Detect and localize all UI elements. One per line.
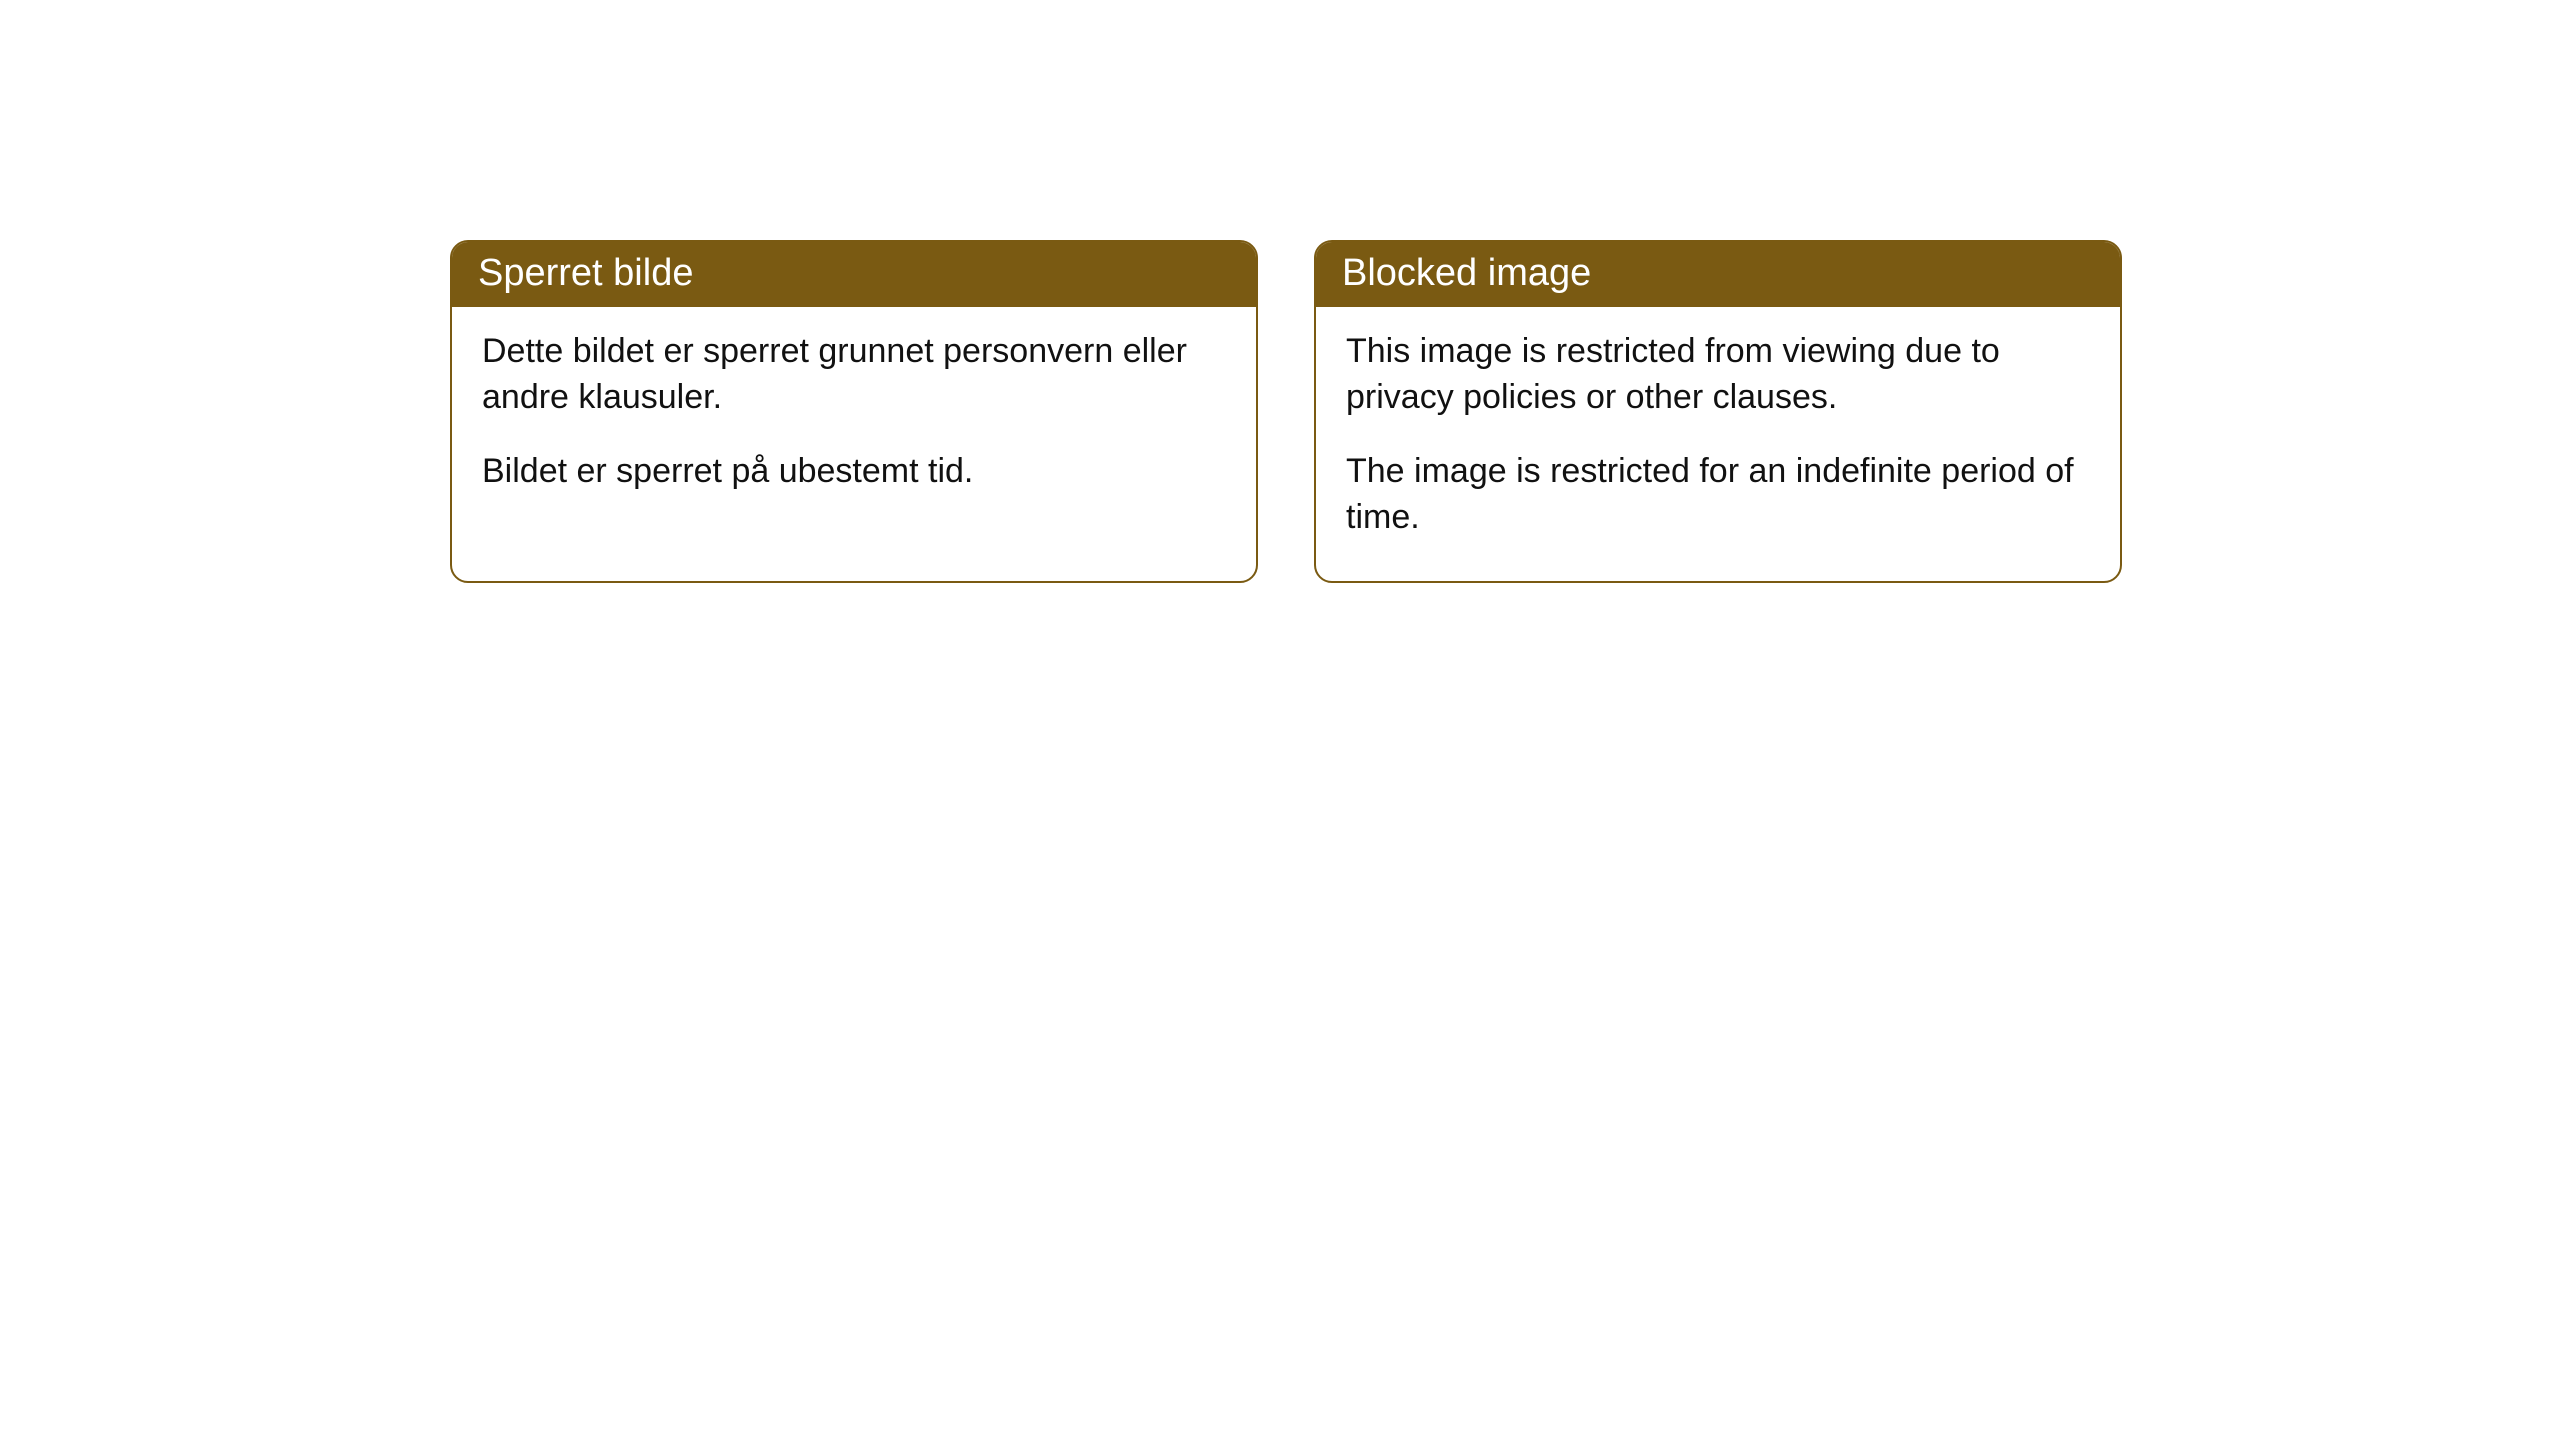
blocked-image-card-en: Blocked image This image is restricted f… <box>1314 240 2122 583</box>
card-paragraph: The image is restricted for an indefinit… <box>1346 449 2090 541</box>
notice-container: Sperret bilde Dette bildet er sperret gr… <box>450 240 2122 583</box>
card-paragraph: Bildet er sperret på ubestemt tid. <box>482 449 1226 495</box>
card-header: Blocked image <box>1316 242 2120 307</box>
card-header: Sperret bilde <box>452 242 1256 307</box>
card-body: This image is restricted from viewing du… <box>1316 307 2120 581</box>
card-title: Blocked image <box>1342 252 1591 294</box>
blocked-image-card-no: Sperret bilde Dette bildet er sperret gr… <box>450 240 1258 583</box>
card-title: Sperret bilde <box>478 252 693 294</box>
card-paragraph: Dette bildet er sperret grunnet personve… <box>482 329 1226 421</box>
card-body: Dette bildet er sperret grunnet personve… <box>452 307 1256 535</box>
card-paragraph: This image is restricted from viewing du… <box>1346 329 2090 421</box>
